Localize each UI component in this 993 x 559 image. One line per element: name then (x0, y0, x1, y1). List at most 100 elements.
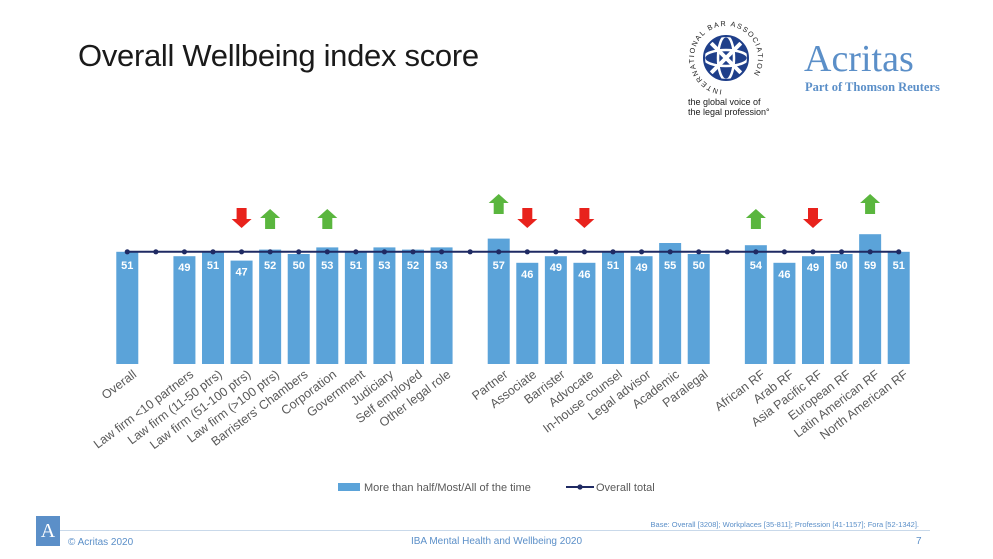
overall-total-point-5 (267, 249, 273, 255)
arrow-up-icon-13 (488, 194, 509, 214)
bar-27 (887, 251, 910, 364)
category-label-0: Overall (99, 367, 139, 402)
bar-2 (173, 256, 196, 364)
overall-total-point-9 (381, 249, 388, 255)
data-label-2: 49 (178, 262, 190, 274)
arrow-down-icon-16 (574, 208, 595, 228)
data-label-6: 50 (293, 260, 305, 272)
data-label-0: 51 (121, 260, 133, 272)
data-label-8: 51 (350, 260, 362, 272)
data-label-4: 47 (235, 267, 247, 279)
overall-total-point-6 (296, 249, 302, 255)
arrow-down-icon-4 (231, 208, 252, 228)
arrow-down-icon-24 (803, 208, 823, 228)
overall-total-point-13 (496, 249, 502, 255)
overall-total-point-16 (581, 249, 588, 255)
iba-tagline-1: the global voice of (688, 97, 761, 107)
arrow-down-icon-14 (517, 208, 538, 228)
slide-title: Overall Wellbeing index score (78, 38, 479, 73)
overall-total-point-23 (781, 249, 788, 255)
legend-line-marker (577, 484, 583, 490)
bar-18 (630, 256, 653, 364)
bar-11 (430, 247, 453, 364)
iba-tagline-2: the legal profession° (688, 107, 770, 117)
bar-19 (659, 243, 682, 364)
bar-8 (344, 251, 367, 364)
overall-total-point-24 (810, 249, 816, 255)
overall-total-point-19 (667, 249, 673, 255)
bar-6 (287, 254, 310, 364)
legend-bar-label: More than half/Most/All of the time (364, 482, 531, 494)
bar-4 (230, 260, 253, 364)
data-label-3: 51 (207, 260, 219, 272)
bar-20 (687, 254, 710, 364)
data-label-17: 51 (607, 260, 619, 272)
data-label-27: 51 (893, 260, 905, 272)
acritas-logo-name: Acritas (804, 38, 914, 80)
overall-total-point-4 (238, 249, 245, 255)
data-label-22: 54 (750, 260, 763, 272)
arrow-up-icon-7 (317, 209, 338, 229)
overall-total-point-2 (181, 249, 188, 255)
iba-globe-icon (702, 34, 750, 82)
overall-total-point-1 (153, 249, 159, 255)
data-label-10: 52 (407, 260, 419, 272)
data-label-16: 46 (578, 269, 590, 281)
overall-total-point-10 (410, 249, 416, 255)
footer-divider (60, 530, 930, 531)
data-label-18: 49 (635, 262, 647, 274)
page-number: 7 (916, 536, 922, 547)
copyright: © Acritas 2020 (68, 537, 134, 548)
data-label-26: 59 (864, 260, 876, 272)
overall-total-point-20 (696, 249, 702, 255)
overall-total-point-15 (553, 249, 559, 255)
bar-24 (802, 256, 824, 364)
bar-26 (859, 234, 882, 364)
overall-total-point-25 (838, 249, 845, 255)
overall-total-point-8 (353, 249, 359, 255)
data-label-7: 53 (321, 260, 333, 272)
data-label-20: 50 (693, 260, 705, 272)
bar-13 (487, 238, 510, 364)
bar-3 (202, 251, 224, 364)
overall-total-point-11 (438, 249, 445, 255)
data-label-23: 46 (778, 269, 790, 281)
overall-total-point-17 (610, 249, 616, 255)
bar-9 (373, 247, 396, 364)
data-label-14: 46 (521, 269, 533, 281)
bar-14 (516, 262, 539, 364)
base-note: Base: Overall [3208]; Workplaces [35-811… (650, 520, 919, 529)
bar-7 (316, 247, 339, 364)
overall-total-point-12 (467, 249, 473, 255)
overall-total-point-26 (867, 249, 873, 255)
overall-total-point-14 (524, 249, 530, 255)
bar-5 (259, 249, 282, 364)
overall-total-point-7 (324, 249, 330, 255)
acritas-footer-logo: A (36, 516, 60, 546)
data-label-11: 53 (435, 260, 447, 272)
data-label-25: 50 (835, 260, 847, 272)
data-label-9: 53 (378, 260, 390, 272)
data-label-19: 55 (664, 260, 676, 272)
bar-25 (830, 254, 853, 364)
bar-15 (544, 256, 567, 364)
data-label-13: 57 (493, 260, 505, 272)
data-label-15: 49 (550, 262, 562, 274)
overall-total-point-3 (210, 249, 216, 255)
bar-10 (402, 249, 424, 364)
legend-line-label: Overall total (596, 482, 655, 494)
report-name: IBA Mental Health and Wellbeing 2020 (410, 536, 583, 547)
bar-16 (573, 262, 596, 364)
overall-total-point-0 (124, 249, 130, 255)
overall-total-point-21 (724, 249, 730, 255)
overall-total-point-27 (896, 249, 902, 255)
arrow-up-icon-26 (860, 194, 881, 214)
legend-bar-swatch (338, 483, 360, 491)
overall-total-point-18 (638, 249, 645, 255)
arrow-up-icon-5 (260, 209, 281, 229)
data-label-5: 52 (264, 260, 276, 272)
bar-22 (744, 245, 767, 364)
data-label-24: 49 (807, 262, 819, 274)
bar-23 (773, 262, 796, 364)
